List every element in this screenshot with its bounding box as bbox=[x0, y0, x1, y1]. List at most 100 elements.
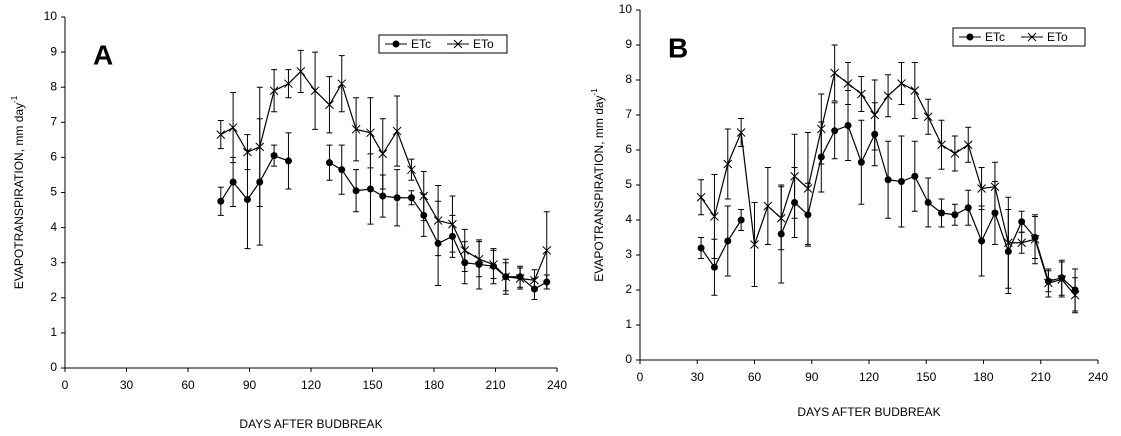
marker bbox=[831, 127, 839, 135]
marker bbox=[830, 68, 840, 78]
marker bbox=[736, 128, 746, 137]
x-tick-label: 30 bbox=[120, 378, 134, 392]
y-axis-label-superscript: -1 bbox=[10, 95, 19, 103]
marker bbox=[325, 100, 334, 110]
marker bbox=[710, 263, 718, 271]
marker bbox=[977, 184, 986, 193]
x-tick-label: 150 bbox=[362, 378, 382, 392]
marker bbox=[310, 86, 320, 96]
marker bbox=[284, 79, 293, 89]
x-tick-label: 240 bbox=[547, 378, 567, 392]
y-tick-label: 0 bbox=[625, 352, 632, 366]
marker bbox=[897, 79, 906, 88]
marker bbox=[366, 128, 375, 138]
marker bbox=[379, 192, 387, 200]
marker bbox=[966, 33, 974, 41]
marker bbox=[763, 201, 773, 211]
y-tick-label: 1 bbox=[625, 317, 632, 331]
y-tick-label: 10 bbox=[44, 9, 58, 23]
marker bbox=[338, 166, 346, 174]
marker bbox=[950, 149, 960, 158]
legend-label: ETo bbox=[1047, 30, 1068, 44]
y-tick-label: 5 bbox=[50, 185, 57, 199]
marker bbox=[392, 40, 400, 48]
x-tick-label: 210 bbox=[485, 378, 505, 392]
marker bbox=[883, 91, 893, 101]
marker bbox=[378, 149, 388, 159]
marker bbox=[844, 122, 852, 129]
x-axis-label: DAYS AFTER BUDBREAK bbox=[239, 417, 382, 431]
marker bbox=[255, 142, 265, 152]
marker bbox=[857, 89, 866, 99]
marker bbox=[352, 187, 360, 195]
y-tick-label: 1 bbox=[50, 325, 57, 339]
marker bbox=[474, 254, 484, 264]
marker bbox=[530, 275, 539, 285]
marker bbox=[393, 194, 401, 202]
marker bbox=[750, 240, 759, 249]
marker bbox=[696, 192, 706, 202]
y-tick-label: 4 bbox=[625, 212, 632, 226]
x-tick-label: 0 bbox=[62, 378, 69, 392]
marker bbox=[433, 216, 443, 225]
marker bbox=[923, 112, 933, 122]
marker bbox=[296, 67, 306, 76]
marker bbox=[243, 147, 252, 157]
x-tick-label: 150 bbox=[916, 370, 936, 384]
marker bbox=[790, 171, 799, 181]
marker bbox=[515, 274, 525, 283]
marker bbox=[1018, 218, 1026, 226]
marker bbox=[448, 219, 457, 229]
y-tick-label: 6 bbox=[625, 142, 632, 156]
marker bbox=[284, 157, 292, 165]
y-tick-label: 10 bbox=[619, 2, 633, 16]
marker bbox=[803, 184, 813, 193]
marker bbox=[963, 140, 973, 150]
panel-letter: B bbox=[668, 32, 688, 63]
y-tick-label: 7 bbox=[50, 114, 57, 128]
x-tick-label: 120 bbox=[301, 378, 321, 392]
marker bbox=[843, 79, 853, 88]
y-axis-label-superscript: -1 bbox=[590, 88, 599, 96]
marker bbox=[217, 197, 225, 205]
marker bbox=[723, 159, 733, 169]
x-axis-label: DAYS AFTER BUDBREAK bbox=[797, 405, 940, 419]
marker bbox=[870, 110, 880, 120]
marker bbox=[697, 244, 705, 252]
x-tick-label: 180 bbox=[973, 370, 993, 384]
y-tick-label: 3 bbox=[50, 255, 57, 269]
y-tick-label: 6 bbox=[50, 150, 57, 164]
legend-label: ETc bbox=[411, 37, 431, 51]
legend-box bbox=[378, 34, 508, 54]
marker bbox=[990, 182, 1000, 192]
marker bbox=[407, 194, 415, 202]
marker bbox=[776, 213, 786, 223]
marker bbox=[460, 246, 470, 255]
marker bbox=[1070, 290, 1080, 300]
y-tick-label: 0 bbox=[50, 360, 57, 374]
legend-label: ETc bbox=[985, 30, 1005, 44]
y-axis-label-text: EVAPOTRANSPIRATION, mm day bbox=[12, 103, 26, 289]
x-tick-label: 210 bbox=[1031, 370, 1051, 384]
marker bbox=[1057, 275, 1067, 284]
marker bbox=[325, 159, 333, 167]
y-axis-label-text: EVAPOTRANSPIRATION, mm day bbox=[592, 95, 606, 281]
marker bbox=[1030, 234, 1040, 244]
marker bbox=[407, 165, 416, 175]
x-tick-label: 30 bbox=[691, 370, 705, 384]
legend-box bbox=[952, 27, 1086, 47]
y-tick-label: 7 bbox=[625, 107, 632, 121]
x-tick-label: 60 bbox=[181, 378, 195, 392]
marker bbox=[216, 130, 226, 139]
marker bbox=[724, 237, 732, 245]
x-tick-label: 60 bbox=[748, 370, 762, 384]
marker bbox=[978, 237, 986, 245]
marker bbox=[737, 216, 745, 224]
x-tick-label: 0 bbox=[637, 370, 644, 384]
marker bbox=[229, 178, 237, 186]
marker bbox=[897, 178, 905, 185]
marker bbox=[392, 126, 402, 136]
marker bbox=[453, 39, 463, 49]
y-tick-label: 5 bbox=[625, 177, 632, 191]
